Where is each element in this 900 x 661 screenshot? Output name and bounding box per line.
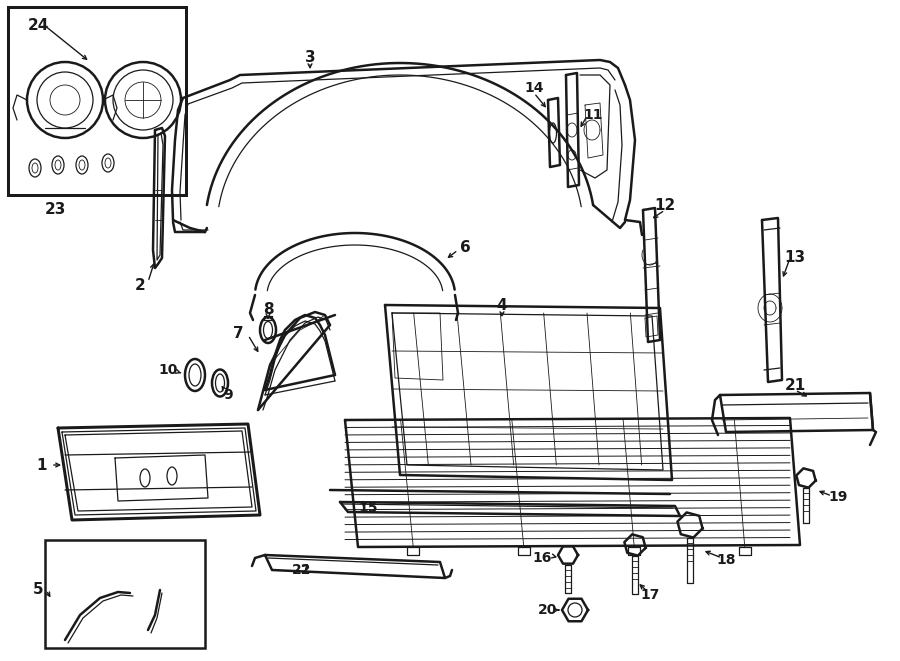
Text: 15: 15 [358,501,378,515]
Text: 12: 12 [654,198,676,212]
Text: 13: 13 [785,251,806,266]
Text: 11: 11 [583,108,603,122]
Text: 18: 18 [716,553,736,567]
Text: 17: 17 [640,588,660,602]
Text: 19: 19 [828,490,848,504]
Text: 16: 16 [532,551,552,565]
Text: 6: 6 [460,241,471,256]
Text: 2: 2 [135,278,146,293]
Text: 21: 21 [785,377,806,393]
Text: 20: 20 [538,603,558,617]
Text: 23: 23 [44,202,66,217]
Text: 22: 22 [292,563,311,577]
Text: 10: 10 [158,363,177,377]
Text: 7: 7 [233,325,243,340]
Text: 3: 3 [305,50,315,65]
Text: 4: 4 [497,297,508,313]
Text: 24: 24 [27,17,49,32]
Text: 8: 8 [263,303,274,317]
Bar [8,7,186,195]
Bar [45,540,205,648]
Text: 14: 14 [524,81,544,95]
Text: 9: 9 [223,388,233,402]
Text: 5: 5 [32,582,43,598]
Text: 1: 1 [37,457,47,473]
